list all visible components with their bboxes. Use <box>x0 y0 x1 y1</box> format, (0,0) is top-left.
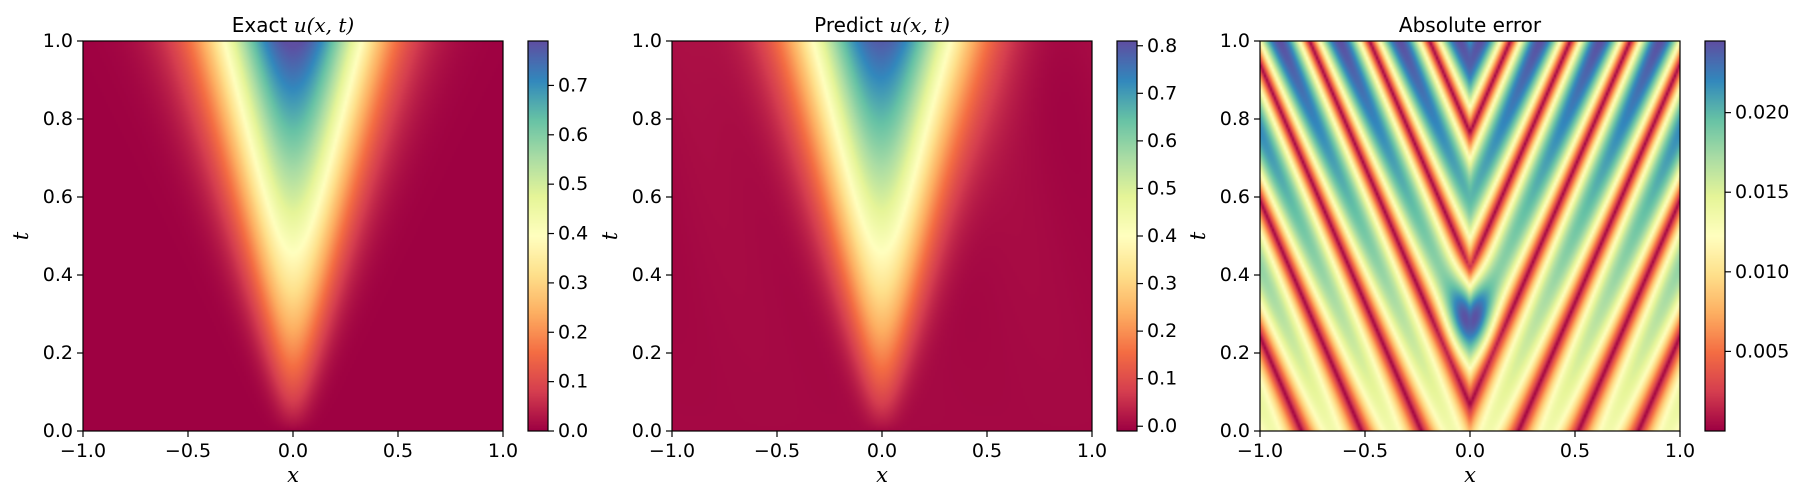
y-tick-label: 0.4 <box>43 264 73 286</box>
panel-absolute-error: Absolute error −1.0 −0.5 0.0 0.5 1.0 0.00.20… <box>1186 13 1789 487</box>
colorbar-exact <box>528 41 548 431</box>
y-tick-label: 0.8 <box>632 108 662 130</box>
x-tick-label: −0.5 <box>1342 440 1388 462</box>
x-tick-label: 0.0 <box>1455 440 1485 462</box>
x-tick-label: 0.5 <box>1560 440 1590 462</box>
x-ticks: −1.0 −0.5 0.0 0.5 1.0 <box>649 431 1107 462</box>
heatmap-error <box>1260 41 1680 431</box>
colorbar-tick-label: 0.3 <box>1147 273 1177 295</box>
y-axis-label: t <box>1186 231 1210 240</box>
colorbar-tick-label: 0.005 <box>1735 340 1789 362</box>
y-tick-label: 1.0 <box>1220 30 1250 52</box>
colorbar-tick-label: 0.7 <box>558 74 588 96</box>
colorbar-tick-label: 0.4 <box>558 223 588 245</box>
colorbar-tick-label: 0.4 <box>1147 225 1177 247</box>
colorbar-tick-label: 0.8 <box>1147 35 1177 57</box>
y-tick-label: 0.2 <box>1220 342 1250 364</box>
y-ticks: 0.0 0.2 0.4 0.6 0.8 1.0 <box>632 30 672 442</box>
colorbar-tick-label: 0.015 <box>1735 181 1789 203</box>
colorbar-error <box>1705 41 1725 431</box>
x-tick-label: −0.5 <box>754 440 800 462</box>
x-ticks: −1.0 −0.5 0.0 0.5 1.0 <box>60 431 518 462</box>
x-tick-label: −1.0 <box>1237 440 1283 462</box>
y-tick-label: 1.0 <box>43 30 73 52</box>
colorbar-tick-label: 0.1 <box>1147 368 1177 390</box>
y-tick-label: 0.4 <box>632 264 662 286</box>
colorbar-predict <box>1117 41 1137 431</box>
x-tick-label: 1.0 <box>1077 440 1107 462</box>
colorbar-tick-label: 0.6 <box>1147 130 1177 152</box>
panel-predict: Predict u(x, t) −1.0 −0.5 0.0 0.5 1.0 0.0 0.2… <box>598 13 1177 487</box>
heatmap-exact <box>83 41 503 431</box>
colorbar-ticks: 0.0 0.1 0.2 0.3 0.4 0.5 0.6 0.7 <box>548 74 588 442</box>
x-tick-label: −0.5 <box>165 440 211 462</box>
y-axis-label: t <box>598 231 622 240</box>
x-ticks: −1.0 −0.5 0.0 0.5 1.0 <box>1237 431 1695 462</box>
y-tick-label: 0.0 <box>1220 420 1250 442</box>
y-tick-label: 0.6 <box>43 186 73 208</box>
colorbar-tick-label: 0.5 <box>558 173 588 195</box>
x-axis-label: x <box>1464 463 1476 487</box>
x-tick-label: 0.0 <box>867 440 897 462</box>
colorbar-tick-label: 0.5 <box>1147 177 1177 199</box>
colorbar-tick-label: 0.7 <box>1147 82 1177 104</box>
x-axis-label: x <box>287 463 299 487</box>
x-axis-label: x <box>876 463 888 487</box>
colorbar-frame <box>1704 40 1726 432</box>
y-tick-label: 1.0 <box>632 30 662 52</box>
colorbar-tick-label: 0.2 <box>558 321 588 343</box>
colorbar-tick-label: 0.0 <box>1147 415 1177 437</box>
x-tick-label: 1.0 <box>488 440 518 462</box>
colorbar-tick-label: 0.1 <box>558 371 588 393</box>
heatmap-predict <box>672 41 1092 431</box>
y-tick-label: 0.6 <box>632 186 662 208</box>
y-tick-label: 0.2 <box>632 342 662 364</box>
panel-title: Predict u(x, t) <box>814 13 950 37</box>
panel-title: Exact u(x, t) <box>232 13 354 37</box>
colorbar-ticks: 0.0 0.1 0.2 0.3 0.4 0.5 0.6 0.7 0.8 <box>1137 35 1177 437</box>
panel-exact: Exact u(x, t) −1.0 −0.5 0.0 0.5 1.0 0.00.20.… <box>9 13 588 487</box>
y-tick-label: 0.8 <box>1220 108 1250 130</box>
x-tick-label: 0.0 <box>278 440 308 462</box>
x-tick-label: 0.5 <box>972 440 1002 462</box>
colorbar-tick-label: 0.0 <box>558 420 588 442</box>
y-axis-label: t <box>9 231 33 240</box>
y-tick-label: 0.0 <box>43 420 73 442</box>
x-tick-label: −1.0 <box>649 440 695 462</box>
y-tick-label: 0.0 <box>632 420 662 442</box>
colorbar-frame <box>527 40 549 432</box>
y-tick-label: 0.4 <box>1220 264 1250 286</box>
x-tick-label: 1.0 <box>1665 440 1695 462</box>
y-tick-label: 0.6 <box>1220 186 1250 208</box>
colorbar-tick-label: 0.3 <box>558 272 588 294</box>
y-tick-label: 0.8 <box>43 108 73 130</box>
x-tick-label: 0.5 <box>383 440 413 462</box>
panel-title: Absolute error <box>1399 13 1542 37</box>
colorbar-tick-label: 0.6 <box>558 124 588 146</box>
colorbar-ticks: 0.005 0.010 0.015 0.020 <box>1725 102 1789 362</box>
colorbar-tick-label: 0.2 <box>1147 320 1177 342</box>
colorbar-tick-label: 0.010 <box>1735 261 1789 283</box>
y-tick-label: 0.2 <box>43 342 73 364</box>
colorbar-tick-label: 0.020 <box>1735 102 1789 124</box>
y-ticks: 0.0 0.2 0.4 0.6 0.8 1.0 <box>43 30 83 442</box>
x-tick-label: −1.0 <box>60 440 106 462</box>
y-ticks: 0.0 0.2 0.4 0.6 0.8 1.0 <box>1220 30 1260 442</box>
